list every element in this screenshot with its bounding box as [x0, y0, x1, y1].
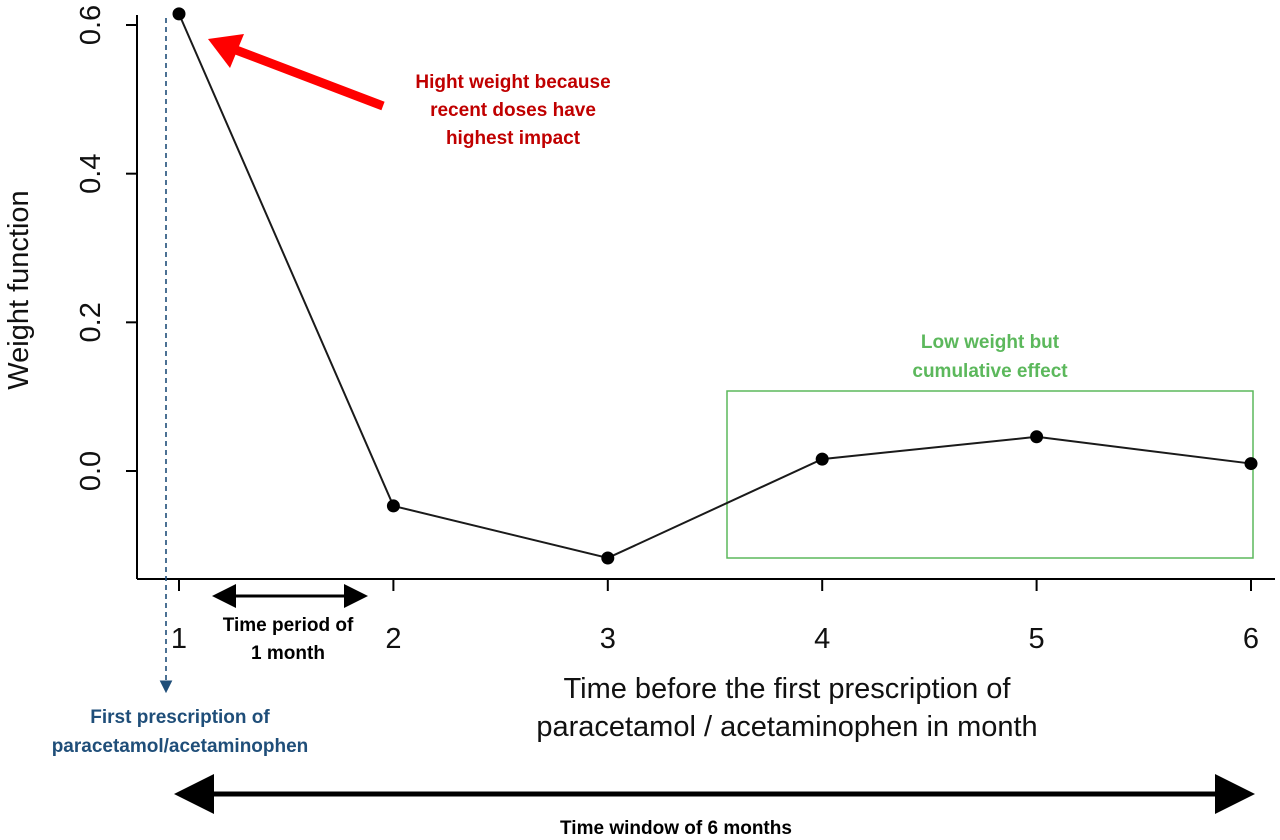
- high-weight-annotation-line-1: Hight weight because: [415, 72, 610, 93]
- high-weight-annotation-line-3: highest impact: [446, 128, 581, 149]
- time-window-label: Time window of 6 months: [560, 818, 792, 839]
- y-tick-label: 0.4: [75, 154, 107, 194]
- time-period-label-line-2: 1 month: [251, 643, 325, 664]
- high-weight-arrow: [208, 34, 385, 111]
- low-weight-annotation-line-2: cumulative effect: [912, 361, 1068, 382]
- low-weight-annotation-line-1: Low weight but: [921, 332, 1060, 353]
- x-tick-label: 4: [814, 623, 830, 655]
- y-axis-ticks: 0.0 0.2 0.4 0.6: [75, 5, 137, 491]
- x-tick-label: 5: [1029, 623, 1045, 655]
- data-points: [172, 7, 1258, 565]
- y-tick-label: 0.6: [75, 5, 107, 45]
- first-prescription-label-line-2: paracetamol/acetaminophen: [52, 736, 309, 757]
- x-tick-label: 3: [600, 623, 616, 655]
- x-axis-title-line-2: paracetamol / acetaminophen in month: [536, 711, 1037, 743]
- x-tick-label: 1: [171, 623, 187, 655]
- first-prescription-label-line-1: First prescription of: [90, 707, 270, 728]
- data-point: [601, 551, 615, 565]
- y-tick-label: 0.2: [75, 302, 107, 342]
- low-weight-highlight-box: [726, 390, 1254, 559]
- data-point: [815, 452, 829, 466]
- data-point: [1030, 430, 1044, 444]
- series-line: [178, 13, 1252, 560]
- high-weight-annotation-line-2: recent doses have: [430, 100, 596, 121]
- data-point: [1244, 457, 1258, 471]
- x-axis-ticks: 1 2 3 4 5 6: [171, 579, 1259, 655]
- y-axis-title: Weight function: [3, 190, 35, 389]
- y-tick-label: 0.0: [75, 451, 107, 491]
- x-tick-label: 2: [385, 623, 401, 655]
- time-period-label-line-1: Time period of: [223, 615, 354, 636]
- data-point: [172, 7, 186, 21]
- x-tick-label: 6: [1243, 623, 1259, 655]
- data-point: [386, 499, 400, 513]
- x-axis-title-line-1: Time before the first prescription of: [564, 673, 1012, 705]
